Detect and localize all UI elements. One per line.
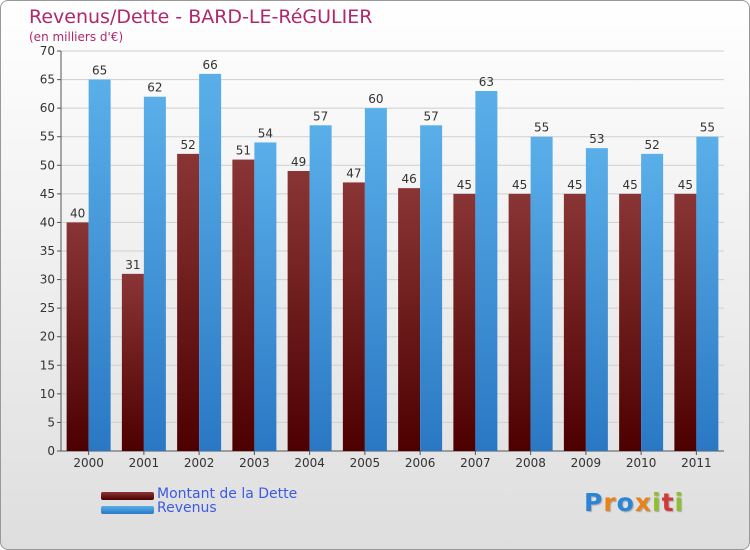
chart-title: Revenus/Dette - BARD-LE-RéGULIER [29,6,373,28]
bar-debt [232,159,255,452]
bar-debt [66,222,89,451]
y-tick-label: 15 [40,358,55,372]
bar-revenue [475,91,498,451]
legend-swatch-revenue [101,506,154,514]
bar-debt [674,193,697,451]
bar-debt [398,188,421,451]
axes: 0 5 10 15 20 25 30 35 40 45 50 55 60 65 70 2000 2001 2002… [40,44,724,470]
y-tick-label: 50 [40,158,55,172]
bar-debt [177,153,200,451]
y-tick-label: 25 [40,301,55,315]
bar-revenue [696,136,719,451]
y-tick-label: 35 [40,244,55,258]
bar-revenue [254,142,277,451]
proxiti-logo: Proxiti [584,488,684,517]
legend-label-debt: Montant de la Dette [157,486,298,502]
chart-subtitle: (en milliers d'€) [29,30,124,44]
logo-letter: r [603,488,617,517]
y-tick-label: 70 [40,44,55,58]
x-tick-label: 2004 [294,456,325,470]
x-tick-label: 2007 [460,456,491,470]
data-label-revenue: 54 [258,126,273,140]
data-label-debt: 31 [125,258,140,272]
legend-label-revenue: Revenus [157,500,217,516]
legend-swatch-debt [101,492,154,500]
data-labels: 40 65 31 62 52 66 51 54 49 57 47 60 46 57 45 63 45 55 45 53… [70,58,715,272]
x-tick-label: 2011 [681,456,712,470]
x-tick-label: 2010 [626,456,657,470]
x-tick-label: 2003 [239,456,270,470]
data-label-debt: 45 [622,178,637,192]
bar-debt [619,193,642,451]
y-tick-label: 5 [47,415,55,429]
bar-revenue [530,136,553,451]
bar-debt [287,171,310,451]
y-tick-label: 40 [40,215,55,229]
gridlines [61,50,724,423]
y-tick-label: 60 [40,101,55,115]
logo-letter: P [584,488,604,517]
data-label-revenue: 53 [589,132,604,146]
data-label-debt: 46 [401,172,416,186]
data-label-revenue: 65 [92,64,107,78]
y-tick-label: 55 [40,130,55,144]
data-label-debt: 40 [70,206,85,220]
data-label-debt: 45 [678,178,693,192]
y-tick-label: 10 [40,387,55,401]
data-label-revenue: 57 [313,109,328,123]
logo-letter: o [616,488,635,517]
data-label-revenue: 62 [147,81,162,95]
data-label-revenue: 66 [202,58,217,72]
bar-revenue [585,148,608,451]
logo-letter: x [634,488,652,517]
bar-revenue [641,153,664,451]
data-label-debt: 45 [567,178,582,192]
bar-revenue [420,125,443,452]
data-label-revenue: 60 [368,92,383,106]
data-label-debt: 47 [346,166,361,180]
data-label-revenue: 63 [479,75,494,89]
bar-revenue [88,79,111,452]
data-label-revenue: 55 [700,121,715,135]
x-tick-label: 2001 [129,456,160,470]
x-tick-label: 2005 [350,456,381,470]
data-label-debt: 45 [512,178,527,192]
data-label-revenue: 55 [534,121,549,135]
bar-debt [453,193,476,451]
data-label-debt: 52 [180,138,195,152]
bar-debt [121,273,144,451]
data-label-debt: 49 [291,155,306,169]
bar-debt [342,182,365,451]
y-tick-label: 30 [40,273,55,287]
bar-debt [508,193,531,451]
x-tick-label: 2002 [184,456,215,470]
bar-revenue [364,108,387,452]
x-tick-label: 2006 [405,456,436,470]
bar-revenue [309,125,332,452]
y-tick-label: 20 [40,330,55,344]
x-tick-label: 2009 [571,456,602,470]
data-label-revenue: 57 [423,109,438,123]
y-tick-label: 45 [40,187,55,201]
logo-letter: i [652,488,662,517]
data-label-revenue: 52 [644,138,659,152]
data-label-debt: 45 [457,178,472,192]
x-tick-label: 2000 [73,456,104,470]
bar-revenue [199,73,222,451]
y-tick-label: 65 [40,73,55,87]
logo-letter: i [674,488,685,517]
x-tick-label: 2008 [515,456,546,470]
bar-debt [563,193,586,451]
bar-revenue [143,96,166,451]
bars [66,73,719,452]
y-tick-label: 0 [47,444,55,458]
logo-letter: t [661,488,675,517]
data-label-debt: 51 [236,144,251,158]
